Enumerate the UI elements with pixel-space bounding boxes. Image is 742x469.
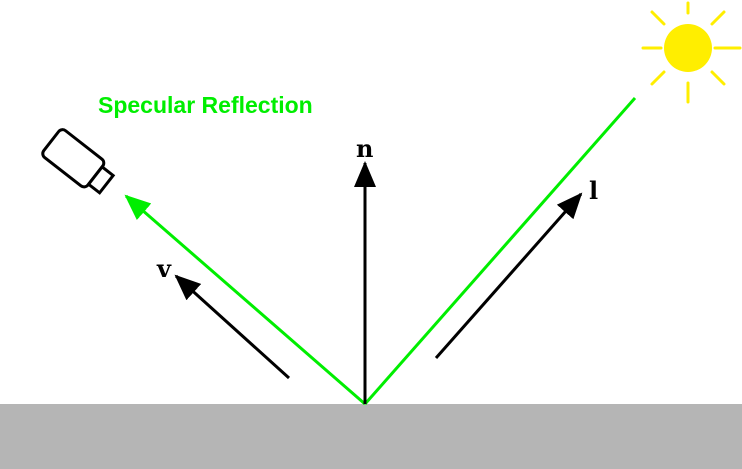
camera-icon <box>41 128 116 195</box>
normal-vector-label: n <box>356 134 373 163</box>
reflecting-surface <box>0 404 742 469</box>
light-vector-arrow <box>434 192 583 359</box>
sun-icon <box>641 1 742 104</box>
incident-light-ray <box>363 97 637 405</box>
reflected-light-ray <box>124 194 366 406</box>
view-vector-arrow <box>174 274 291 380</box>
diagram-title: Specular Reflection <box>98 92 313 118</box>
view-vector-label: v <box>156 254 172 283</box>
light-vector-label: l <box>589 176 598 205</box>
